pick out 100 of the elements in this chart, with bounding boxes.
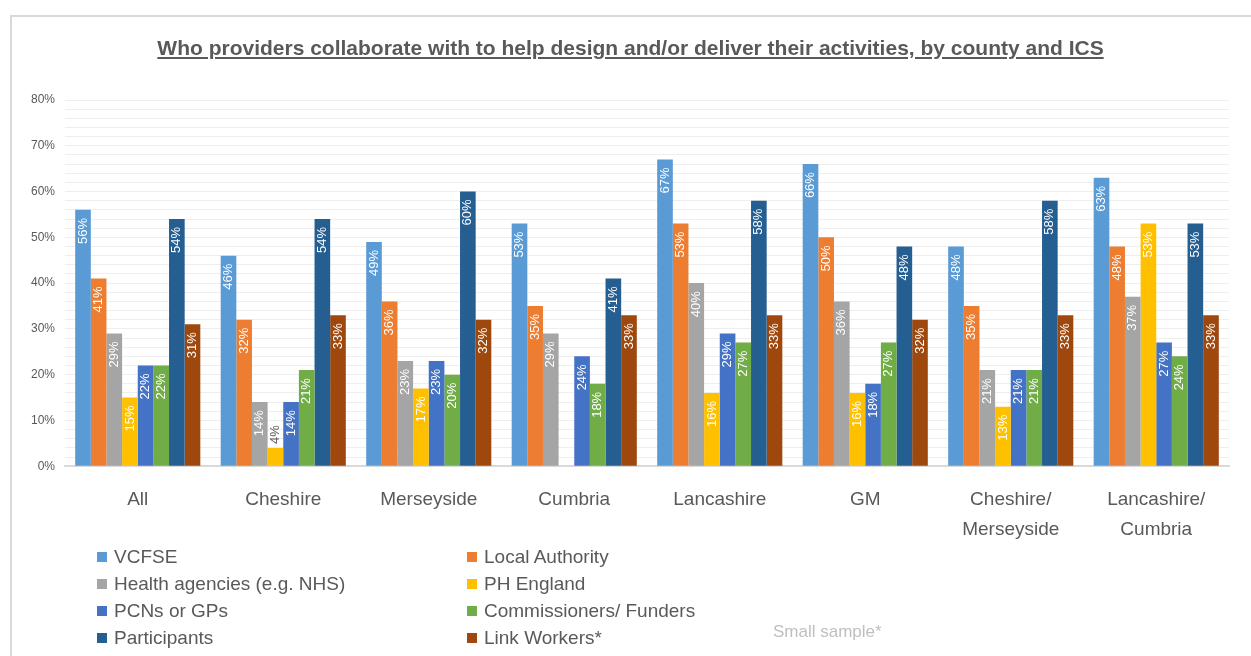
data-label: 14%	[251, 409, 267, 437]
bar	[184, 324, 201, 466]
bar	[267, 447, 284, 466]
data-label: 35%	[526, 313, 542, 341]
bar	[704, 392, 720, 466]
legend-label: PCNs or GPs	[114, 600, 229, 622]
data-label: 58%	[750, 208, 766, 235]
data-label: 48%	[1108, 254, 1124, 281]
data-label: 40%	[687, 290, 703, 318]
bar	[802, 164, 819, 466]
legend-label: Local Authority	[484, 546, 609, 568]
bar	[1026, 370, 1043, 466]
data-label: 13%	[994, 414, 1010, 441]
data-label: 48%	[895, 254, 911, 281]
y-tick-label: 80%	[30, 92, 56, 107]
data-label: 24%	[573, 363, 589, 391]
bar	[1171, 356, 1188, 466]
data-label: 16%	[703, 400, 719, 427]
data-label: 33%	[766, 322, 782, 350]
bar	[1156, 342, 1172, 466]
x-tick-label: GM	[849, 487, 881, 509]
data-label: 53%	[1140, 231, 1156, 258]
data-label: 58%	[1041, 208, 1057, 235]
bar	[314, 219, 331, 466]
data-label: 54%	[168, 226, 184, 254]
data-label: 35%	[963, 313, 979, 341]
data-label: 56%	[74, 217, 90, 244]
data-label: 27%	[880, 350, 896, 377]
bar	[460, 191, 476, 466]
bar	[574, 356, 590, 466]
bar	[963, 305, 980, 466]
data-label: 49%	[365, 249, 381, 276]
data-label: 18%	[589, 391, 605, 418]
x-tick-label: Cumbria	[538, 487, 611, 509]
data-label: 29%	[105, 341, 121, 368]
data-label: 50%	[817, 244, 833, 272]
data-label: 14%	[282, 409, 298, 437]
bar	[542, 333, 559, 466]
data-label: 36%	[833, 308, 849, 336]
bar	[833, 301, 850, 466]
bar	[75, 209, 91, 466]
y-tick-label: 50%	[30, 229, 56, 244]
bar	[688, 283, 705, 466]
data-label: 36%	[381, 308, 397, 336]
bar	[979, 370, 996, 466]
bar	[413, 388, 429, 466]
x-tick-label: Merseyside	[380, 487, 478, 509]
data-label: 33%	[329, 322, 345, 350]
bar	[90, 278, 107, 466]
data-label: 66%	[802, 171, 818, 199]
bar	[672, 223, 689, 466]
data-label: 23%	[396, 368, 412, 395]
data-label: 21%	[1010, 377, 1026, 405]
data-label: 29%	[719, 341, 735, 368]
data-label: 33%	[620, 322, 636, 350]
data-label: 67%	[656, 167, 672, 194]
data-label: 27%	[734, 350, 750, 377]
data-label: 41%	[604, 286, 620, 313]
bar	[1140, 223, 1157, 466]
bar	[527, 305, 543, 466]
data-label: 22%	[152, 373, 168, 400]
data-label: 21%	[298, 377, 314, 405]
text: Small sample*	[773, 622, 882, 642]
y-tick-label: 60%	[30, 183, 56, 198]
data-label: 20%	[443, 382, 459, 409]
bar	[1203, 315, 1219, 466]
x-tick-label: Lancashire/ Cumbria	[1107, 487, 1207, 540]
x-tick-label: All	[127, 487, 149, 509]
bar	[283, 402, 299, 466]
data-label: 32%	[911, 327, 927, 354]
bar	[251, 402, 268, 466]
bar	[1187, 223, 1204, 466]
bar	[912, 319, 928, 466]
data-label: 46%	[220, 263, 236, 290]
y-tick-label: 10%	[30, 412, 56, 427]
bar	[330, 315, 346, 466]
bar	[948, 246, 964, 466]
data-label: 15%	[121, 405, 137, 432]
legend-label: Link Workers*	[484, 627, 602, 649]
bar	[511, 223, 528, 466]
data-label: 54%	[313, 226, 329, 254]
bar	[896, 246, 913, 466]
y-tick-label: 30%	[30, 321, 56, 336]
bar	[657, 159, 673, 466]
bar	[236, 319, 252, 466]
data-label: 41%	[90, 286, 106, 313]
data-label: 21%	[978, 377, 994, 405]
bar	[169, 219, 185, 466]
data-label: 16%	[849, 400, 865, 427]
x-tick-label: Cheshire	[245, 487, 322, 509]
data-label: 17%	[412, 395, 428, 423]
bar	[1124, 296, 1141, 466]
x-tick-label: Lancashire	[673, 487, 767, 509]
bar	[444, 374, 461, 466]
y-tick-label: 70%	[30, 138, 56, 153]
legend-label: PH England	[484, 573, 586, 595]
legend-label: VCFSE	[114, 546, 178, 568]
data-label: 53%	[1186, 231, 1202, 258]
data-label: 27%	[1155, 350, 1171, 377]
data-label: 53%	[511, 231, 527, 258]
